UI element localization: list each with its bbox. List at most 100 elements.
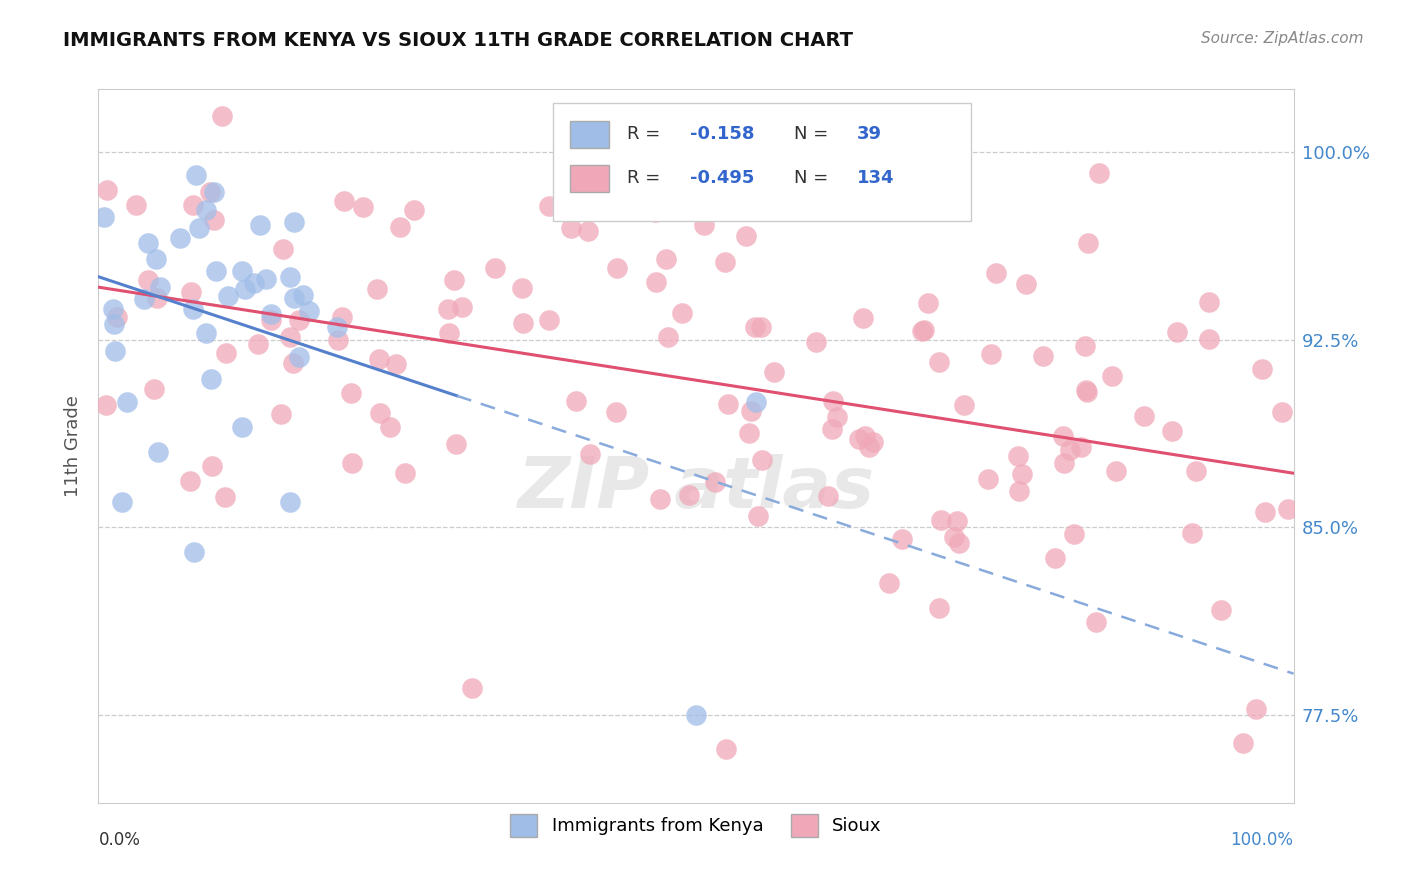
Point	[740, 404, 762, 418]
Point	[538, 199, 561, 213]
Point	[134, 292, 156, 306]
Point	[1209, 603, 1232, 617]
Point	[180, 285, 202, 300]
Point	[270, 407, 292, 421]
Point	[1271, 405, 1294, 419]
Point	[917, 296, 939, 310]
Point	[806, 334, 828, 349]
Point	[817, 489, 839, 503]
Point	[1161, 424, 1184, 438]
Point	[389, 219, 412, 234]
Point	[747, 508, 769, 523]
Point	[1076, 384, 1098, 399]
Point	[714, 254, 737, 268]
Point	[437, 326, 460, 340]
Point	[928, 601, 950, 615]
Point	[378, 420, 401, 434]
Point	[328, 333, 350, 347]
Point	[1133, 409, 1156, 423]
Text: N =: N =	[794, 125, 828, 143]
Point	[368, 406, 391, 420]
Point	[853, 429, 876, 443]
Point	[825, 409, 848, 424]
Point	[200, 372, 222, 386]
Point	[298, 303, 321, 318]
FancyBboxPatch shape	[571, 120, 609, 148]
Point	[136, 236, 159, 251]
Point	[678, 488, 700, 502]
Point	[278, 270, 301, 285]
Text: 39: 39	[858, 125, 883, 143]
Point	[1076, 383, 1098, 397]
Point	[929, 513, 952, 527]
Point	[605, 405, 627, 419]
Point	[1063, 527, 1085, 541]
Point	[1077, 236, 1099, 251]
Point	[96, 183, 118, 197]
Point	[103, 317, 125, 331]
Point	[852, 311, 875, 326]
Text: IMMIGRANTS FROM KENYA VS SIOUX 11TH GRADE CORRELATION CHART: IMMIGRANTS FROM KENYA VS SIOUX 11TH GRAD…	[63, 31, 853, 50]
Point	[111, 495, 134, 509]
Point	[576, 224, 599, 238]
Point	[368, 352, 391, 367]
Point	[291, 288, 314, 302]
Point	[565, 394, 588, 409]
Point	[911, 324, 934, 338]
Text: ZIP atlas: ZIP atlas	[517, 454, 875, 524]
Point	[287, 350, 309, 364]
Point	[246, 337, 269, 351]
Point	[231, 420, 253, 434]
Text: -0.158: -0.158	[690, 125, 755, 143]
Point	[823, 394, 845, 409]
Text: 134: 134	[858, 169, 894, 187]
Point	[181, 301, 204, 316]
Point	[928, 354, 950, 368]
Point	[738, 425, 761, 440]
Point	[201, 458, 224, 473]
Point	[858, 440, 880, 454]
Point	[943, 531, 966, 545]
Point	[763, 365, 786, 379]
Point	[115, 394, 138, 409]
Point	[243, 276, 266, 290]
Point	[148, 445, 170, 459]
Point	[105, 310, 128, 324]
Point	[202, 212, 225, 227]
Point	[986, 266, 1008, 280]
Point	[512, 316, 534, 330]
Point	[848, 432, 870, 446]
Point	[1052, 428, 1074, 442]
Point	[340, 457, 363, 471]
Point	[145, 252, 167, 266]
Point	[1185, 464, 1208, 478]
Text: N =: N =	[794, 169, 828, 187]
Point	[149, 280, 172, 294]
Point	[655, 252, 678, 266]
Text: 0.0%: 0.0%	[98, 831, 141, 849]
Point	[436, 302, 458, 317]
Point	[205, 264, 228, 278]
Point	[461, 681, 484, 695]
Point	[183, 545, 205, 559]
Point	[1232, 736, 1254, 750]
Point	[366, 281, 388, 295]
Point	[215, 346, 238, 360]
Point	[402, 202, 425, 217]
Point	[1053, 456, 1076, 470]
Point	[1070, 440, 1092, 454]
Point	[340, 386, 363, 401]
Point	[579, 447, 602, 461]
Point	[443, 273, 465, 287]
Point	[1088, 166, 1111, 180]
Point	[1074, 339, 1097, 353]
Point	[195, 202, 218, 217]
Point	[583, 175, 606, 189]
Point	[1032, 349, 1054, 363]
Point	[1105, 464, 1128, 478]
Point	[184, 168, 207, 182]
Point	[146, 291, 169, 305]
Point	[104, 343, 127, 358]
Point	[233, 282, 256, 296]
Point	[179, 475, 201, 489]
